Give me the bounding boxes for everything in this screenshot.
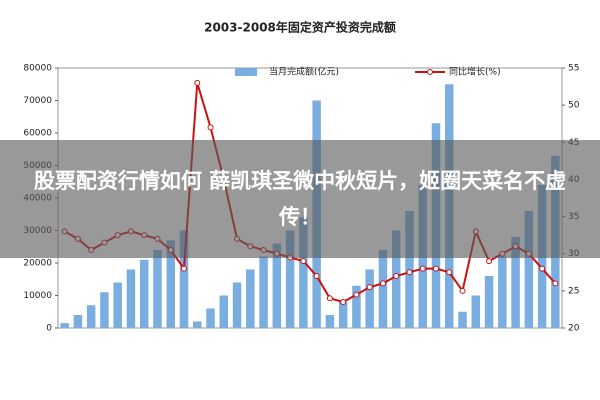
bar: [365, 269, 374, 328]
line-marker: [300, 258, 307, 265]
line-marker: [207, 124, 214, 131]
overlay-banner: 股票配资行情如何 薛凯琪圣微中秋短片，姬圈天菜名不虚传！: [0, 140, 600, 258]
bar: [498, 256, 507, 328]
line-marker: [419, 265, 426, 272]
y-tick-label: 0: [46, 324, 52, 334]
bar: [73, 315, 83, 328]
y-tick-label: 70000: [23, 96, 52, 106]
bar: [458, 311, 467, 328]
bar: [113, 282, 122, 328]
y2-tick-label: 20: [568, 324, 580, 334]
bar: [325, 315, 335, 328]
legend-marker: [427, 69, 433, 75]
line-marker: [313, 273, 320, 279]
bar: [299, 217, 308, 328]
y2-tick-label: 55: [568, 64, 579, 74]
line-marker: [340, 299, 347, 305]
bar: [166, 240, 175, 328]
bar: [259, 256, 268, 328]
y2-tick-label: 25: [568, 286, 579, 296]
y2-tick-label: 50: [568, 101, 580, 111]
legend-label: 当月完成额(亿元): [269, 66, 339, 78]
line-marker: [181, 265, 187, 272]
bar: [179, 230, 189, 328]
bar: [86, 305, 96, 328]
y-tick-label: 10000: [23, 291, 52, 301]
bar: [126, 269, 136, 328]
line-marker: [326, 295, 333, 302]
line-marker: [552, 280, 559, 287]
bar: [484, 276, 494, 328]
line-marker: [194, 79, 201, 86]
bar: [232, 282, 242, 328]
y-tick-label: 60000: [23, 129, 52, 139]
line-marker: [393, 273, 400, 279]
bar: [246, 269, 255, 328]
bar: [378, 250, 388, 328]
bar: [471, 295, 481, 328]
y-tick-label: 80000: [23, 64, 52, 74]
bar: [391, 230, 401, 328]
bar: [352, 285, 361, 328]
y-tick-label: 20000: [23, 259, 52, 269]
line-marker: [433, 265, 439, 272]
bar: [511, 237, 520, 328]
bar: [100, 292, 109, 328]
bar: [60, 323, 69, 328]
bar: [219, 295, 229, 328]
line-marker: [459, 287, 466, 294]
bar: [206, 308, 215, 328]
line-marker: [366, 284, 373, 291]
line-marker: [486, 258, 493, 265]
line-marker: [353, 291, 360, 298]
bar: [272, 243, 282, 328]
line-marker: [539, 265, 546, 272]
chart-title: 2003-2008年固定资产投资完成额: [204, 20, 396, 35]
line-marker: [379, 280, 386, 287]
line-marker: [406, 269, 413, 276]
legend-label: 同比增长(%): [449, 66, 501, 78]
legend-swatch: [235, 68, 257, 76]
bar: [524, 211, 534, 328]
line-marker: [446, 269, 453, 276]
bar: [153, 250, 162, 328]
bar: [139, 259, 149, 328]
bar: [338, 302, 348, 328]
bar: [193, 321, 202, 328]
bar: [285, 230, 295, 328]
